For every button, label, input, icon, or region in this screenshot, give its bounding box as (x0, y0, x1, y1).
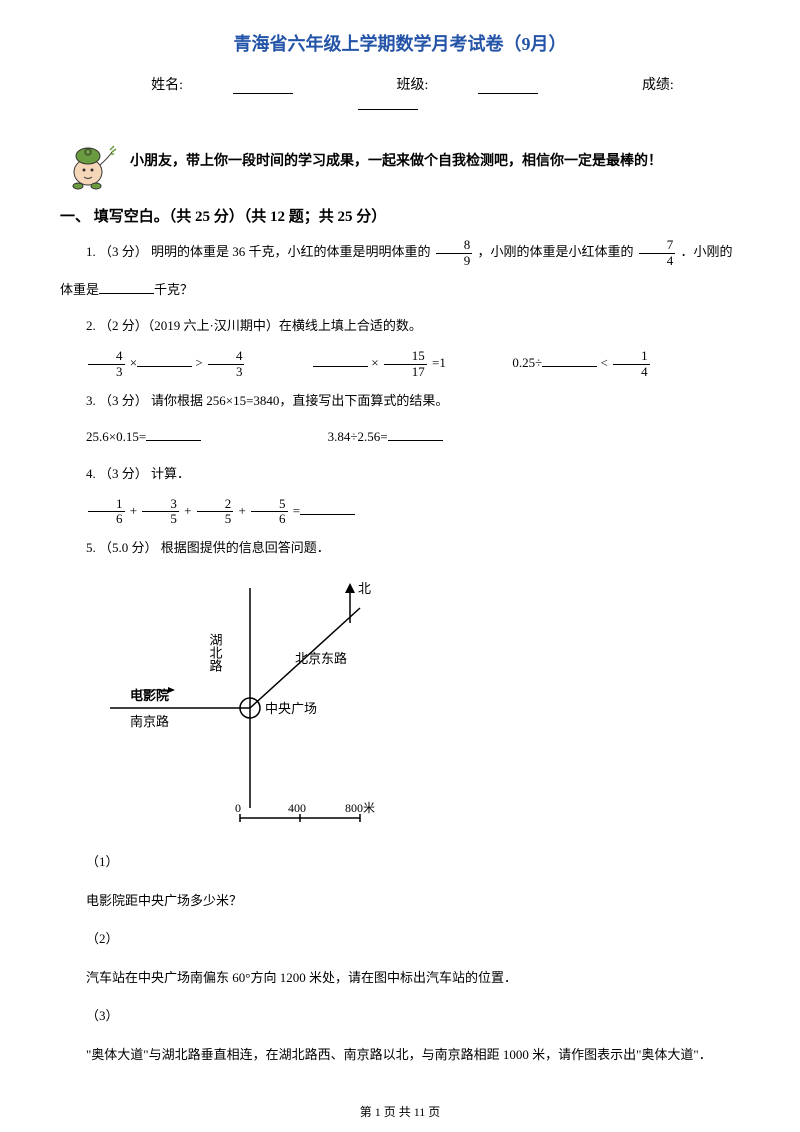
svg-text:湖北路: 湖北路 (208, 633, 223, 672)
q5-part2: 汽车站在中央广场南偏东 60°方向 1200 米处，请在图中标出汽车站的位置． (60, 964, 740, 993)
mascot-icon (60, 130, 120, 190)
question-2: 2. （2 分）（2019 六上·汉川期中）在横线上填上合适的数。 (60, 312, 740, 341)
question-1: 1. （3 分） 明明的体重是 36 千克，小红的体重是明明体重的 89 ，小刚… (60, 238, 740, 268)
section-1-heading: 一、 填写空白。（共 25 分）（共 12 题；共 25 分） (60, 205, 740, 226)
map-diagram: 北 湖北路 北京东路 电影院 南京路 中央广场 0 400 800米 (100, 578, 740, 833)
class-label: 班级: (372, 78, 564, 93)
answer-blank[interactable] (313, 353, 368, 367)
answer-blank[interactable] (99, 280, 154, 294)
fraction: 89 (436, 238, 473, 268)
question-2-expr: 43 × > 43 × 1517 =1 0.25÷ < 14 (60, 349, 740, 379)
exam-title: 青海省六年级上学期数学月考试卷（9月） (60, 30, 740, 56)
svg-text:400: 400 (288, 801, 306, 815)
name-blank[interactable] (233, 78, 293, 94)
question-1-cont: 体重是千克？ (60, 276, 740, 305)
question-4-expr: 16 + 35 + 25 + 56 = (60, 497, 740, 527)
name-label: 姓名: (126, 78, 318, 93)
q5-part1: 电影院距中央广场多少米？ (60, 887, 740, 916)
class-blank[interactable] (478, 78, 538, 94)
q5-part1-num: （1） (60, 848, 740, 877)
q5-part2-num: （2） (60, 925, 740, 954)
svg-text:800米: 800米 (345, 801, 375, 815)
q5-part3: "奥体大道"与湖北路垂直相连，在湖北路西、南京路以北，与南京路相距 1000 米… (60, 1041, 740, 1070)
svg-text:南京路: 南京路 (130, 714, 169, 729)
question-3-expr: 25.6×0.15= 3.84÷2.56= (60, 423, 740, 452)
answer-blank[interactable] (542, 353, 597, 367)
student-info-row: 姓名: 班级: 成绩: (60, 74, 740, 110)
question-4: 4. （3 分） 计算． (60, 460, 740, 489)
svg-text:0: 0 (235, 801, 241, 815)
svg-text:中央广场: 中央广场 (265, 701, 317, 716)
page-footer: 第 1 页 共 11 页 (0, 1103, 800, 1120)
question-3: 3. （3 分） 请你根据 256×15=3840，直接写出下面算式的结果。 (60, 387, 740, 416)
svg-text:北京东路: 北京东路 (295, 651, 347, 666)
encouragement-row: 小朋友，带上你一段时间的学习成果，一起来做个自我检测吧，相信你一定是最棒的！ (60, 130, 740, 190)
answer-blank[interactable] (146, 427, 201, 441)
q5-part3-num: （3） (60, 1002, 740, 1031)
encouragement-text: 小朋友，带上你一段时间的学习成果，一起来做个自我检测吧，相信你一定是最棒的！ (130, 150, 740, 170)
svg-text:北: 北 (358, 581, 371, 596)
fraction: 74 (639, 238, 676, 268)
answer-blank[interactable] (300, 501, 355, 515)
score-blank[interactable] (358, 94, 418, 110)
question-5: 5. （5.0 分） 根据图提供的信息回答问题． (60, 534, 740, 563)
answer-blank[interactable] (388, 427, 443, 441)
answer-blank[interactable] (137, 353, 192, 367)
